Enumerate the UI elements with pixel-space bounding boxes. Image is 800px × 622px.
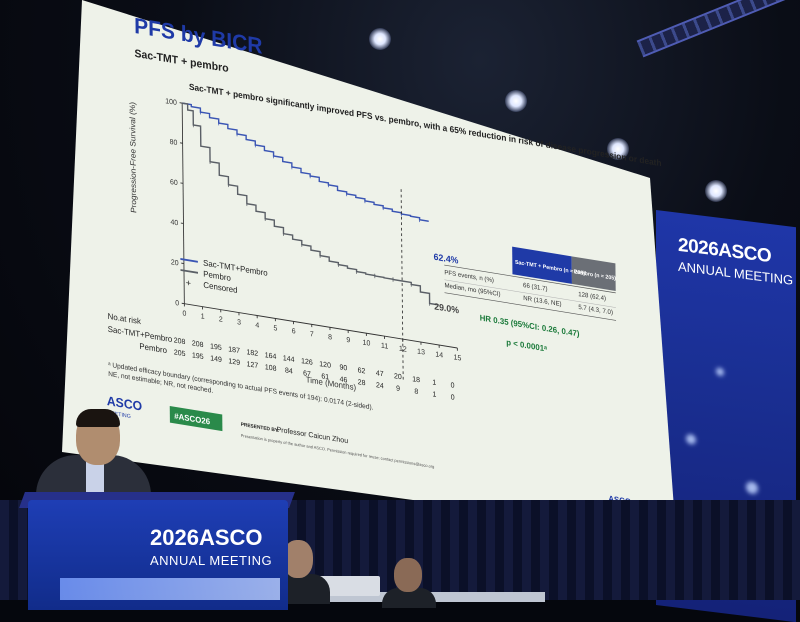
risk-value: 84 <box>285 365 293 375</box>
risk-value: 149 <box>210 353 222 364</box>
risk-value: 61 <box>321 371 329 381</box>
y-tick-label: 100 <box>165 96 177 107</box>
podium-subtitle: ANNUAL MEETING <box>150 553 272 568</box>
risk-value: 182 <box>246 347 258 358</box>
risk-value: 164 <box>265 350 277 361</box>
risk-value: 1 <box>432 389 436 399</box>
x-tick-label: 0 <box>182 308 186 318</box>
risk-value: 62 <box>358 365 366 375</box>
risk-value: 24 <box>376 380 384 390</box>
x-tick-label: 11 <box>381 340 388 350</box>
y-axis-label: Progression-Free Survival (%) <box>128 101 138 214</box>
x-tick-label: 14 <box>435 349 443 359</box>
x-tick-label: 4 <box>255 320 259 330</box>
risk-value: 0 <box>451 380 455 390</box>
risk-value: 195 <box>210 341 222 352</box>
risk-value: 108 <box>265 362 277 373</box>
risk-value: 1 <box>432 377 436 387</box>
risk-value: 195 <box>192 350 204 361</box>
risk-value: 208 <box>174 335 186 346</box>
risk-value: 46 <box>340 374 348 384</box>
risk-value: 129 <box>228 356 240 367</box>
panelist-head <box>394 558 422 592</box>
risk-value: 67 <box>303 368 311 378</box>
risk-value: 127 <box>247 359 259 370</box>
x-tick-label: 7 <box>310 329 314 339</box>
x-tick-label: 2 <box>219 314 223 324</box>
risk-value: 126 <box>301 356 313 367</box>
speaker-hair <box>76 409 120 427</box>
risk-value: 205 <box>174 347 186 358</box>
x-tick-label: 6 <box>292 326 296 336</box>
y-tick-label: 80 <box>170 137 178 147</box>
y-tick-label: 60 <box>170 177 178 187</box>
risk-value: 47 <box>376 368 384 378</box>
legend-censored-icon: + <box>186 277 191 288</box>
risk-value: 9 <box>396 383 400 393</box>
risk-value: 144 <box>283 353 295 364</box>
x-tick-label: 9 <box>346 335 350 345</box>
y-tick-label: 0 <box>175 298 179 308</box>
x-tick-label: 13 <box>417 346 425 356</box>
x-tick-label: 5 <box>273 323 277 333</box>
risk-value: 208 <box>192 338 204 349</box>
podium-logo: 2026ASCO <box>150 525 263 551</box>
x-tick-label: 10 <box>363 337 371 347</box>
risk-value: 120 <box>319 359 331 370</box>
risk-value: 0 <box>451 392 455 402</box>
risk-value: 28 <box>358 377 366 387</box>
risk-value: 90 <box>339 362 347 372</box>
x-tick-label: 15 <box>454 352 462 362</box>
risk-value: 187 <box>228 344 240 355</box>
y-tick-label: 40 <box>170 217 178 227</box>
y-tick-label: 20 <box>171 257 179 267</box>
x-tick-label: 3 <box>237 317 241 327</box>
x-tick-label: 1 <box>201 311 205 321</box>
risk-value: 20 <box>394 371 402 381</box>
risk-value: 18 <box>412 374 420 384</box>
risk-value: 8 <box>414 386 418 396</box>
podium-light <box>60 578 280 600</box>
x-tick-label: 8 <box>328 332 332 342</box>
